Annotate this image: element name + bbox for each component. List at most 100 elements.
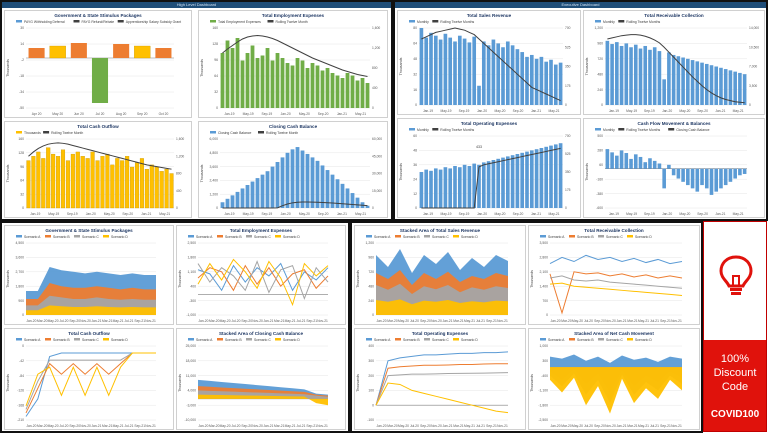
legend-swatch [16,338,22,341]
bar [330,73,335,108]
y-tick-label: -2 [21,58,24,62]
x-tick-label: May-19 [243,212,254,216]
y-axis-label: Thousands [399,57,403,75]
x-tick-label: Mar-20 [387,424,398,428]
x-tick-label: May-20 [572,424,583,428]
bar [310,157,315,208]
bar [662,79,666,105]
chart-sales: Total Sales Revenue Monthly Rolling Twelve… [397,10,581,115]
x-tick-label: Jan-20 [550,319,560,323]
bar [534,58,539,105]
y-tick-label: 200 [368,374,374,378]
x-tick-label: Sep-21 [660,424,671,428]
bar [75,151,80,209]
x-tick-label: May-19 [626,212,637,216]
y-tick-label: -160 [596,177,603,181]
bar [676,56,681,105]
bar [681,168,685,182]
legend-swatch [188,338,194,341]
y-tick-label: 1,000 [540,344,549,348]
bar [534,149,539,208]
bar [549,59,553,105]
x-tick-label: Jan-20 [281,112,291,116]
legend-swatch [258,131,264,134]
x-tick-label: Sep-20 [594,424,605,428]
y2-tick-label: 60,000 [372,137,382,141]
y-tick-label: -3,000 [186,403,196,407]
bar [325,170,330,208]
bar [260,174,265,208]
y-axis-label: Thousands [585,57,589,75]
y-tick-label: 0 [372,313,374,317]
x-tick-label: Jan-21 [715,212,725,216]
bar [510,45,515,105]
x-tick-label: Jul-20 [584,424,593,428]
y-tick-label: 2,500 [188,241,197,245]
x-tick-label: May-21 [355,212,366,216]
y2-tick-label: 400 [372,86,378,90]
y-tick-label: 4,500 [16,241,25,245]
bar [505,41,510,105]
chart-recv: Total Receivable Collection Monthly Rollin… [583,10,765,115]
bar [549,145,553,208]
legend-swatch [210,131,216,134]
x-tick-label: Mar-21 [274,424,285,428]
x-tick-label: Sep-21 [660,319,671,323]
legend-swatch [540,338,546,341]
series-line [25,352,156,407]
bar [510,155,515,208]
bar [681,57,685,105]
bar [643,45,648,105]
y-tick-label: 1,800 [188,256,197,260]
bar [155,48,172,58]
x-tick-label: Mar-21 [102,424,113,428]
bar [80,156,85,209]
x-tick-label: Sep-19 [459,212,470,216]
y2-tick-label: 0 [749,103,751,107]
y-tick-label: 96 [20,165,24,169]
bar [110,164,115,209]
chart-svg: Government & State Stimulus Packages Scen… [4,225,174,325]
bar [719,168,723,189]
bar [714,66,719,105]
bar [250,45,255,108]
chart-svg: Total Operating Expenses Monthly Rolling T… [397,118,581,218]
chart-ccb: Closing Cash Balance Closing Cash Balance… [198,121,388,218]
chart-title: Closing Cash Balance [269,124,318,129]
bar [315,65,320,108]
x-tick-label: Jan-20 [477,212,487,216]
chart-title: Total Employment Expenses [230,228,293,233]
legend-label: PAYG Refund/Rebate [82,20,115,24]
y-tick-label: 36 [413,163,417,167]
bar [230,195,235,208]
bar [169,173,174,209]
x-tick-label: May-21 [549,212,560,216]
y-tick-label: 48 [413,149,417,153]
bar [330,174,335,208]
y2-tick-label: 175 [565,84,571,88]
x-tick-label: Mar-21 [274,319,285,323]
bar [481,41,486,105]
legend-swatch [188,235,194,238]
x-tick-label: May-20 [220,319,231,323]
bar [325,68,330,108]
x-tick-label: Jan-19 [423,109,433,113]
x-tick-label: Sep-19 [262,112,273,116]
discount-box[interactable]: 100% Discount Code COVID100 [704,340,766,431]
bar [220,202,225,208]
x-tick-label: Nov-20 [252,319,263,323]
x-tick-label: Sep-20 [69,424,80,428]
chart-sccb: Stacked Area of Closing Cash Balance Scen… [176,328,346,430]
bar [615,155,619,169]
bar [245,53,250,108]
x-tick-label: May-19 [441,109,452,113]
x-tick-label: May-21 [159,212,170,216]
bar [505,156,510,208]
x-tick-label: Nov-21 [145,319,156,323]
series-line [197,260,329,300]
legend-swatch [598,338,604,341]
bar [65,160,70,209]
bar [340,183,345,208]
bar [134,45,151,59]
x-tick-label: Apr 20 [32,112,42,116]
